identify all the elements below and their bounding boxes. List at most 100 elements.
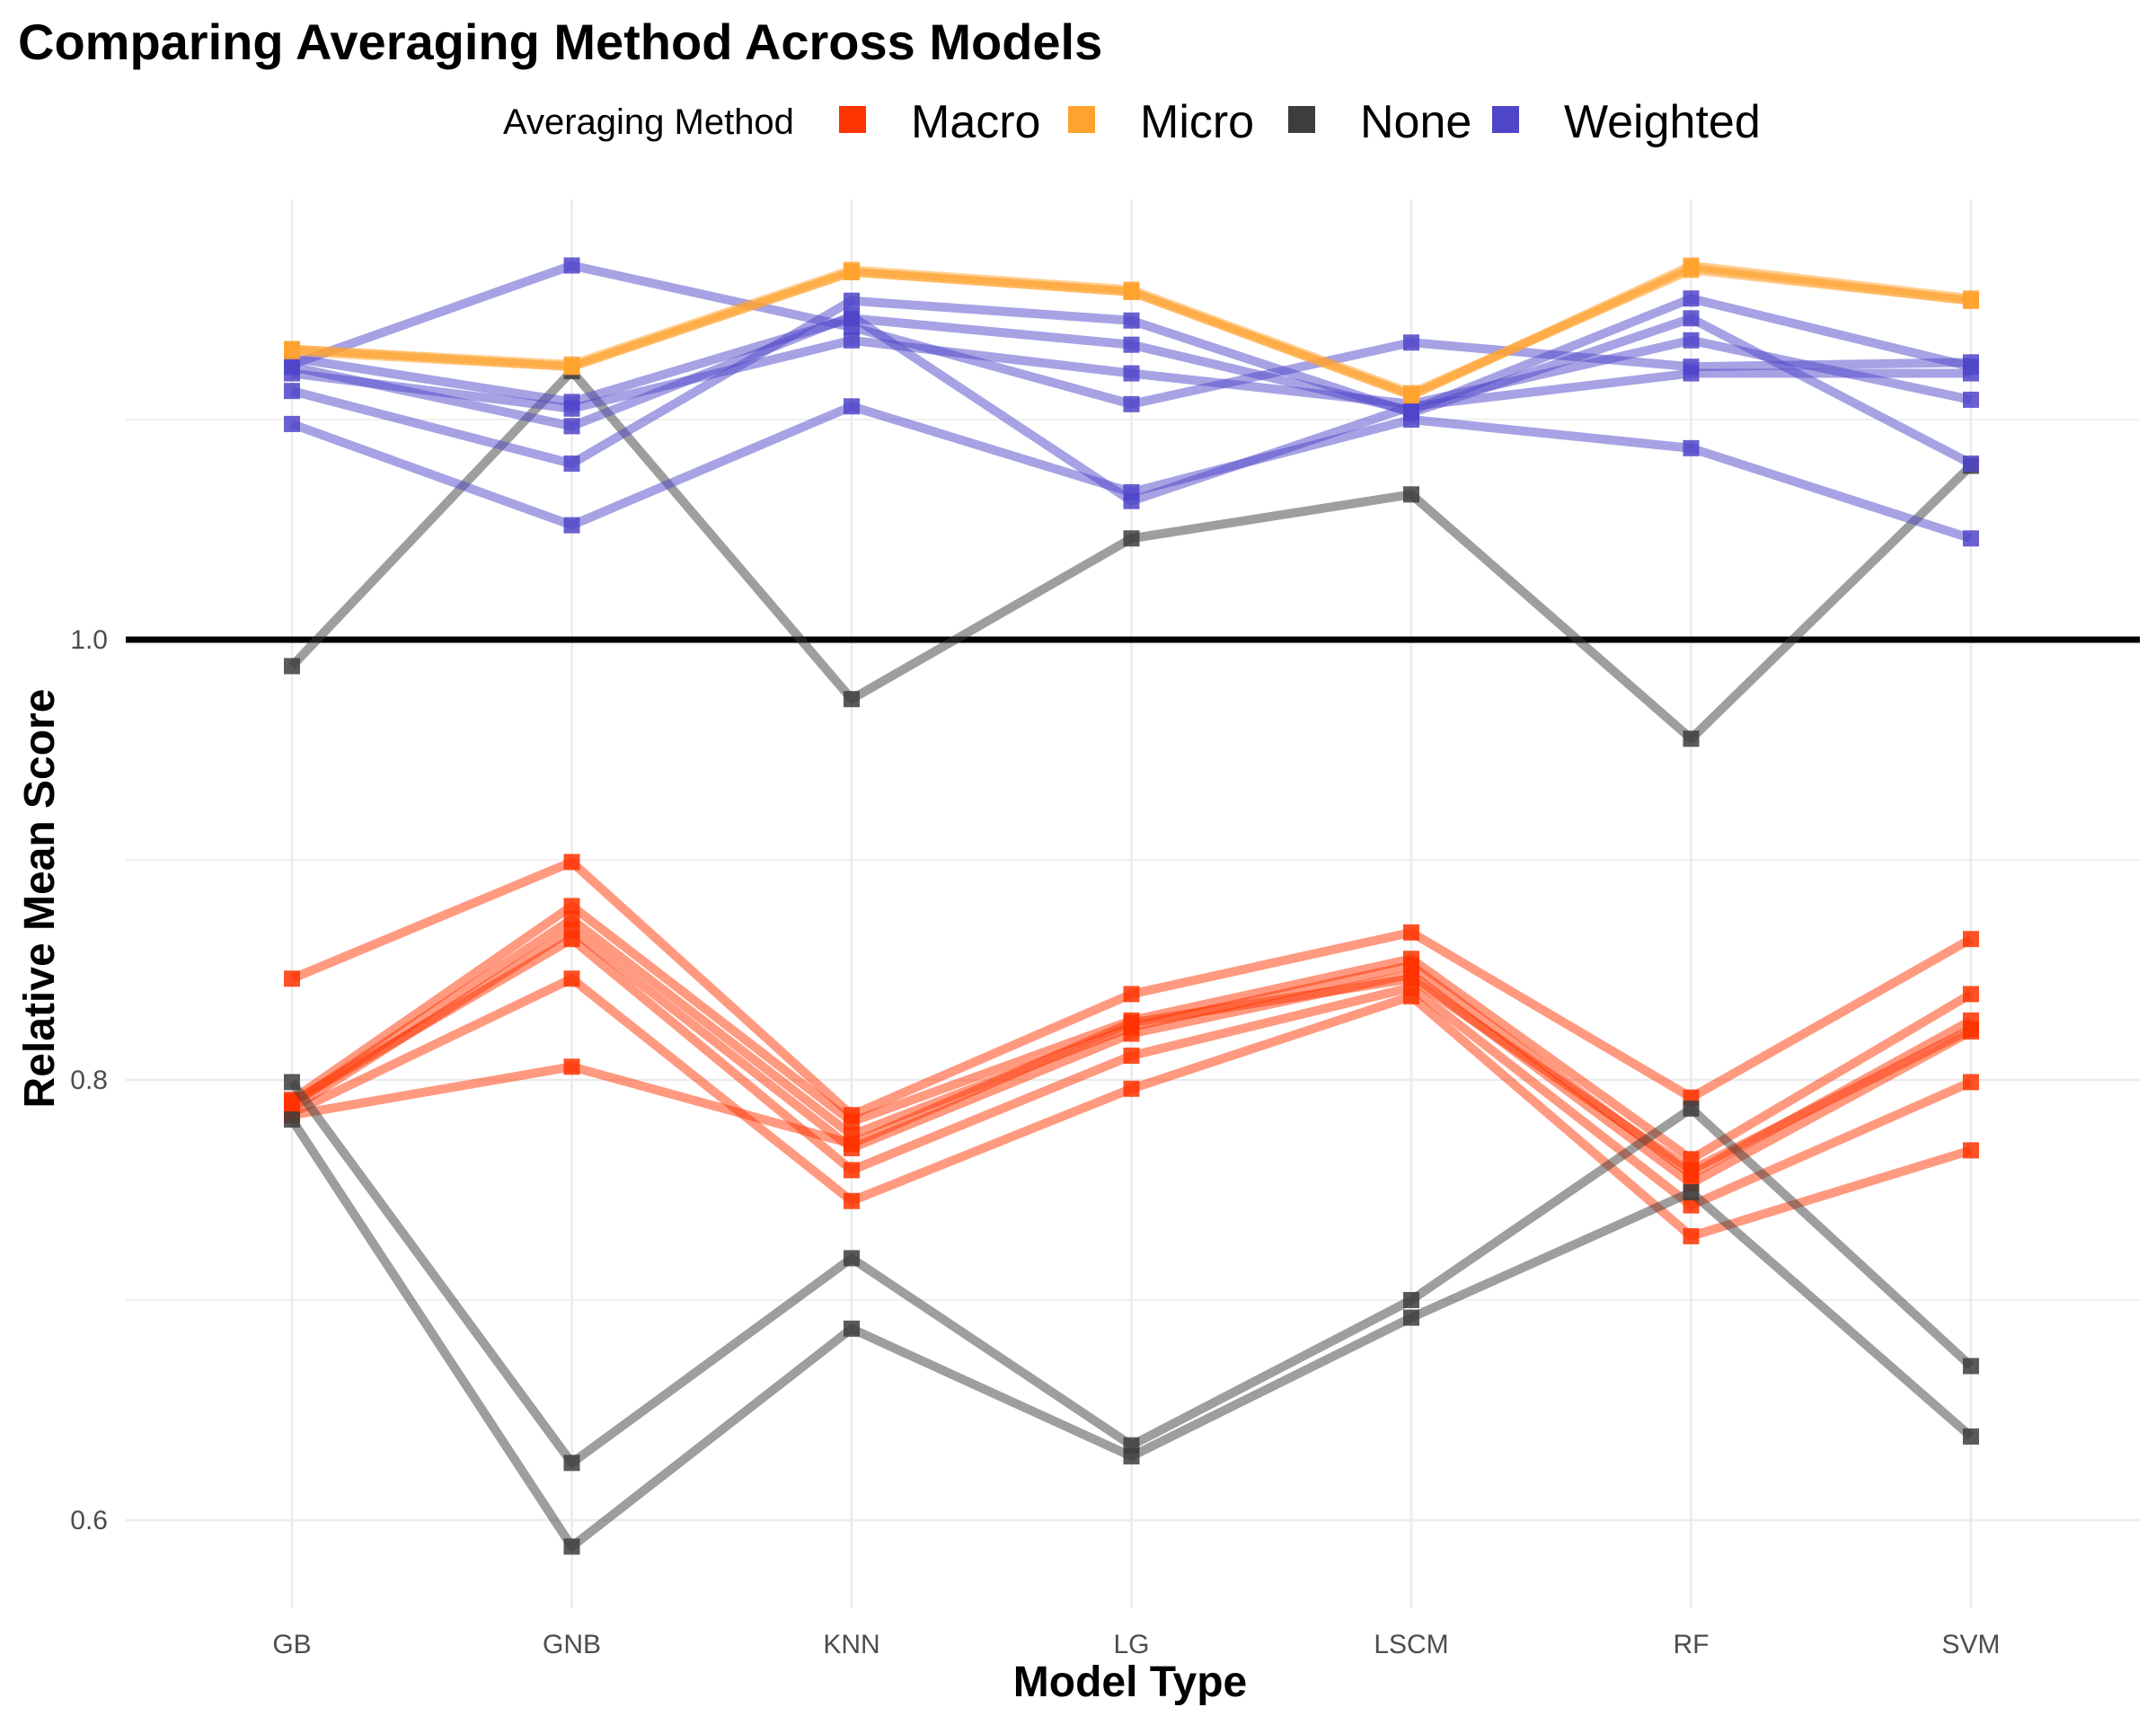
x-axis-title: Model Type <box>1013 1659 1247 1706</box>
data-point <box>563 418 580 435</box>
data-point <box>1963 456 1979 472</box>
data-point <box>563 1538 580 1555</box>
data-point <box>844 398 860 415</box>
legend-swatch <box>839 106 866 133</box>
data-point <box>1963 1358 1979 1375</box>
data-point <box>1123 312 1140 329</box>
data-point <box>1963 1142 1979 1159</box>
data-point <box>1963 1074 1979 1091</box>
data-point <box>563 394 580 411</box>
data-point <box>563 517 580 534</box>
series-micro-2 <box>284 259 1979 404</box>
data-point <box>284 1111 300 1128</box>
data-point <box>1683 730 1700 748</box>
legend-label: None <box>1360 96 1471 148</box>
data-point <box>1403 970 1419 987</box>
data-point <box>1683 439 1700 456</box>
legend-item-none: None <box>1288 96 1471 148</box>
data-point <box>284 658 300 675</box>
legend-title: Averaging Method <box>503 102 794 142</box>
data-point <box>1403 334 1419 351</box>
series-macro-5 <box>284 970 1979 1244</box>
data-point <box>1123 530 1140 547</box>
legend-item-micro: Micro <box>1068 96 1254 148</box>
y-tick-label: 0.8 <box>70 1066 108 1095</box>
data-point <box>284 1074 300 1091</box>
data-point <box>1123 336 1140 353</box>
legend-swatch <box>1068 106 1095 133</box>
data-point <box>1963 292 1979 309</box>
data-point <box>1683 332 1700 349</box>
legend-item-weighted: Weighted <box>1492 96 1761 148</box>
x-tick-label: RF <box>1674 1630 1710 1659</box>
data-point <box>844 691 860 708</box>
chart-title: Comparing Averaging Method Across Models <box>18 13 1102 70</box>
series-macro-4 <box>284 931 1979 1214</box>
data-point <box>1123 1447 1140 1464</box>
data-point <box>563 854 580 871</box>
data-point <box>563 970 580 987</box>
axis-layer: GB GNB KNN LG LSCM RF SVM 0.6 0.8 1.0 <box>70 625 2000 1659</box>
data-point <box>1403 987 1419 1004</box>
data-point <box>844 263 860 280</box>
series-weighted-4 <box>284 398 1979 547</box>
data-point <box>1403 1309 1419 1326</box>
legend-swatch <box>1492 106 1519 133</box>
data-point <box>1683 259 1700 276</box>
data-point <box>1123 1014 1140 1031</box>
data-point <box>844 307 860 324</box>
data-point <box>284 415 300 432</box>
series-none-2 <box>284 1111 1979 1555</box>
data-point <box>844 1192 860 1209</box>
x-tick-label: GNB <box>543 1630 601 1659</box>
data-point <box>563 898 580 915</box>
legend: Averaging Method Macro Micro None Weighted <box>503 96 1761 148</box>
data-point <box>844 1162 860 1179</box>
data-point <box>563 1455 580 1472</box>
data-point <box>1683 365 1700 382</box>
x-tick-label: SVM <box>1941 1630 2000 1659</box>
x-tick-label: KNN <box>823 1630 879 1659</box>
data-point <box>1403 387 1419 404</box>
data-point <box>563 1058 580 1075</box>
x-tick-label: LG <box>1113 1630 1149 1659</box>
data-point <box>1963 530 1979 547</box>
x-tick-label: LSCM <box>1374 1630 1448 1659</box>
data-point <box>284 358 300 376</box>
data-point <box>1683 1162 1700 1179</box>
data-point <box>844 292 860 309</box>
data-point <box>1123 395 1140 412</box>
data-point <box>1963 365 1979 382</box>
data-point <box>1683 1100 1700 1117</box>
data-point <box>563 358 580 376</box>
data-point <box>844 1250 860 1267</box>
data-point <box>844 1136 860 1153</box>
legend-label: Weighted <box>1564 96 1761 148</box>
data-point <box>1683 1183 1700 1200</box>
data-point <box>1123 1080 1140 1097</box>
data-point <box>844 1320 860 1337</box>
data-point <box>563 456 580 472</box>
legend-item-macro: Macro <box>839 96 1040 148</box>
series-layer <box>284 257 1979 1555</box>
data-point <box>1683 290 1700 307</box>
data-point <box>1403 1292 1419 1308</box>
data-point <box>1963 986 1979 1003</box>
data-point <box>1403 411 1419 428</box>
data-point <box>284 383 300 400</box>
data-point <box>1683 310 1700 327</box>
y-tick-label: 1.0 <box>70 625 108 655</box>
series-macro-6 <box>284 970 1979 1179</box>
legend-label: Macro <box>911 96 1040 148</box>
data-point <box>1963 1428 1979 1445</box>
data-point <box>1123 986 1140 1003</box>
data-point <box>284 970 300 987</box>
legend-label: Micro <box>1140 96 1254 148</box>
legend-swatch <box>1288 106 1315 133</box>
data-point <box>1963 931 1979 948</box>
data-point <box>1403 924 1419 941</box>
y-axis-title: Relative Mean Score <box>16 689 64 1109</box>
data-point <box>1123 1048 1140 1065</box>
